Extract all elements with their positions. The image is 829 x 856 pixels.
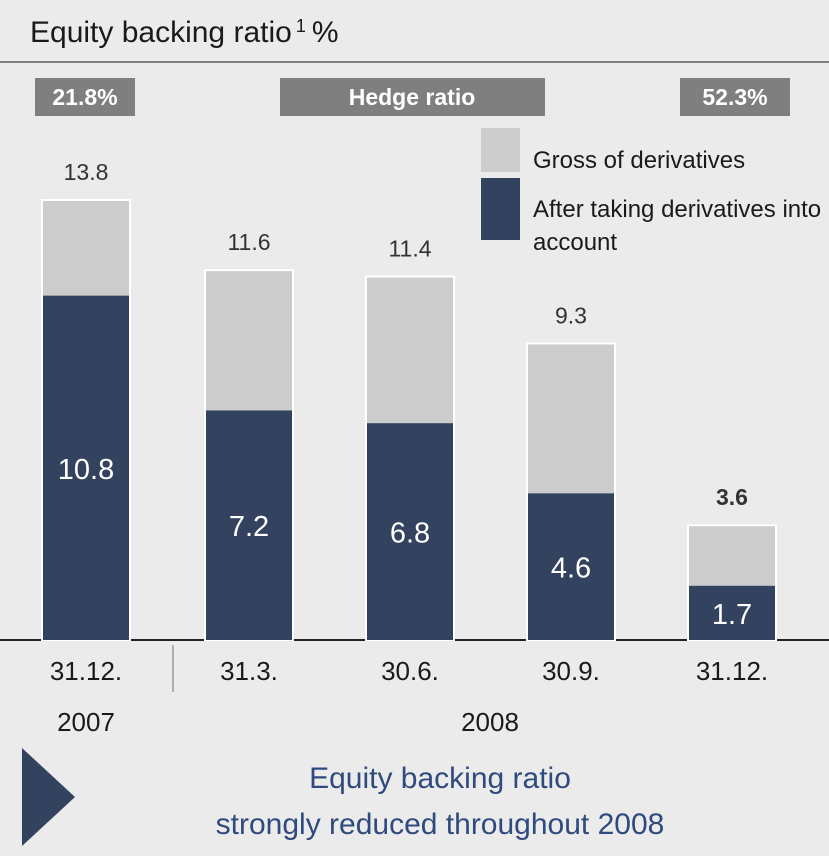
value-label: 11.4 xyxy=(388,236,431,262)
value-label: 11.6 xyxy=(227,229,270,255)
callout-box xyxy=(12,742,822,850)
callout-line: Equity backing ratio xyxy=(309,762,571,795)
x-tick-label: 31.3. xyxy=(220,656,278,686)
hedge-start-box xyxy=(35,78,135,116)
title-text: Equity backing ratio xyxy=(30,16,292,49)
bar-after xyxy=(43,295,129,640)
legend-swatch xyxy=(481,178,520,240)
callout-arrow xyxy=(22,748,75,846)
value-label: 13.8 xyxy=(64,159,109,185)
year-label: 2007 xyxy=(57,707,115,737)
legend-label: Gross of derivatives xyxy=(533,147,745,174)
hedge-start: 21.8% xyxy=(52,84,117,110)
x-tick-label: 30.9. xyxy=(542,656,600,686)
unit: % xyxy=(312,16,339,49)
bar-after xyxy=(367,423,453,640)
value-label: 4.6 xyxy=(551,553,591,585)
legend-label: After taking derivatives into account xyxy=(533,196,822,256)
bar-after xyxy=(528,493,614,640)
hedge-label: Hedge ratio xyxy=(349,84,476,110)
hedge-label-box xyxy=(280,78,545,116)
callout-line: strongly reduced throughout 2008 xyxy=(216,808,665,841)
x-tick-label: 31.12. xyxy=(50,656,122,686)
hedge-end-box xyxy=(680,78,790,116)
x-tick-label: 30.6. xyxy=(381,656,439,686)
value-label: 1.7 xyxy=(712,599,752,631)
value-label: 3.6 xyxy=(716,484,748,510)
x-tick-label: 31.12. xyxy=(696,656,768,686)
hedge-end: 52.3% xyxy=(702,84,767,110)
chart-title: Equity backing ratio 1% xyxy=(30,16,339,49)
value-label: 6.8 xyxy=(390,518,430,550)
year-label: 2008 xyxy=(461,707,519,737)
footnote-marker: 1 xyxy=(296,16,306,36)
value-label: 10.8 xyxy=(58,454,114,486)
legend-swatch xyxy=(481,128,520,172)
bar-after xyxy=(206,410,292,640)
bar-after xyxy=(689,585,775,640)
value-label: 9.3 xyxy=(555,302,587,328)
value-label: 7.2 xyxy=(229,511,269,543)
